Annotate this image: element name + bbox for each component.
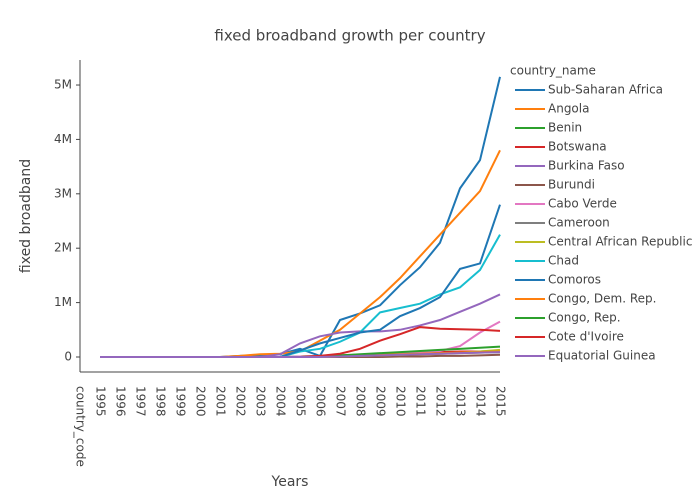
x-tick-label: 2006 — [314, 386, 328, 417]
x-tick-label: 2004 — [274, 386, 288, 417]
legend-label: Cote d'Ivoire — [548, 330, 624, 344]
x-tick-label: 2009 — [374, 386, 388, 417]
x-tick-label: 2011 — [414, 386, 428, 417]
legend-label: Congo, Rep. — [548, 311, 621, 325]
x-tick-label: 2015 — [494, 386, 508, 417]
x-tick-label: 2010 — [394, 386, 408, 417]
legend-label: Chad — [548, 254, 579, 268]
x-tick-label: 1997 — [134, 386, 148, 417]
x-tick-label: 1995 — [94, 386, 108, 417]
legend-label: Angola — [548, 102, 589, 116]
y-tick-label: 4M — [54, 132, 72, 146]
legend-label: Burkina Faso — [548, 159, 625, 173]
x-tick-label: 2005 — [294, 386, 308, 417]
x-tick-label: 2014 — [474, 386, 488, 417]
x-tick-label: 2002 — [234, 386, 248, 417]
x-tick-label: 2012 — [434, 386, 448, 417]
y-tick-label: 1M — [54, 295, 72, 309]
series-line — [100, 76, 501, 358]
legend: Sub-Saharan Africa Angola Benin Botswana Bur… — [515, 83, 692, 363]
legend-label: Benin — [548, 121, 582, 135]
x-tick-label: 1999 — [174, 386, 188, 417]
x-tick-label: 1996 — [114, 386, 128, 417]
series-line — [100, 204, 501, 358]
legend-label: Botswana — [548, 140, 607, 154]
y-tick-label: 3M — [54, 186, 72, 200]
series-line — [100, 293, 501, 358]
y-tick-label: 5M — [54, 78, 72, 92]
legend-label: Congo, Dem. Rep. — [548, 292, 656, 306]
x-axis-title: Years — [271, 474, 309, 490]
x-tick-label: country_code — [74, 386, 88, 467]
x-tick-label: 2008 — [354, 386, 368, 417]
legend-label: Burundi — [548, 178, 595, 192]
series-line — [100, 149, 501, 358]
legend-title: country_name — [510, 64, 596, 78]
x-tick-label: 1998 — [154, 386, 168, 417]
x-tick-label: 2013 — [454, 386, 468, 417]
legend-label: Cameroon — [548, 216, 610, 230]
y-tick-label: 0 — [64, 349, 72, 363]
legend-label: Comoros — [548, 273, 601, 287]
y-axis-title: fixed broadband — [18, 159, 34, 273]
series-line — [100, 351, 501, 358]
legend-label: Sub-Saharan Africa — [548, 83, 663, 97]
y-tick-label: 2M — [54, 241, 72, 255]
legend-label: Central African Republic — [548, 235, 692, 249]
x-tick-label: 2000 — [194, 386, 208, 417]
legend-label: Equatorial Guinea — [548, 349, 656, 363]
x-tick-label: 2003 — [254, 386, 268, 417]
legend-label: Cabo Verde — [548, 197, 617, 211]
x-tick-label: 2001 — [214, 386, 228, 417]
x-tick-label: 2007 — [334, 386, 348, 417]
chart-title: fixed broadband growth per country — [214, 27, 485, 45]
